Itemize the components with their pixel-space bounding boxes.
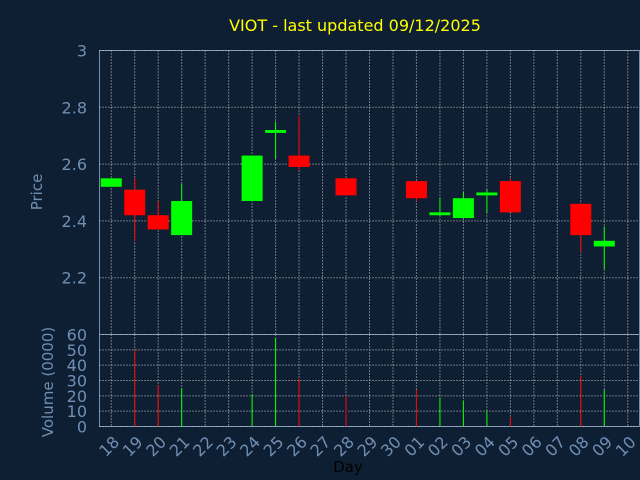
candle-body	[476, 192, 498, 196]
candle-body	[570, 203, 592, 236]
candle-body	[265, 130, 287, 133]
candle-body	[288, 155, 310, 167]
price-y-ticks: 2.2 2.4 2.6 2.8 3	[62, 42, 87, 288]
volume-y-tick-label: 30	[67, 372, 87, 391]
volume-axis-label: Volume (0000)	[39, 327, 57, 437]
candle-body	[171, 201, 193, 236]
volume-y-tick-label: 60	[67, 326, 87, 345]
price-y-tick-label: 2.2	[62, 269, 87, 288]
price-candles	[100, 115, 615, 270]
volume-y-tick-label: 20	[67, 387, 87, 406]
x-axis-label: Day	[333, 458, 363, 476]
candle-body	[147, 215, 169, 230]
chart-title: VIOT - last updated 09/12/2025	[229, 16, 481, 35]
candle-body	[499, 181, 521, 213]
volume-y-tick-label: 0	[77, 418, 87, 437]
price-axis-label: Price	[28, 174, 46, 211]
candle-body	[429, 212, 451, 216]
candle-body	[452, 198, 474, 219]
x-tick-labels: 1819202122232425262728293001020304050607…	[95, 432, 639, 460]
candle-body	[335, 178, 357, 196]
candle-body	[124, 189, 146, 216]
candle-body	[593, 240, 615, 247]
price-y-tick-label: 3	[77, 42, 87, 61]
volume-grid	[99, 334, 640, 427]
volume-y-tick-label: 40	[67, 356, 87, 375]
volume-y-tick-label: 50	[67, 341, 87, 360]
volume-bars	[134, 337, 605, 427]
volume-y-tick-label: 10	[67, 402, 87, 421]
candle-body	[405, 181, 427, 199]
candle-body	[100, 178, 122, 187]
price-y-tick-label: 2.4	[62, 212, 87, 231]
candle-body	[241, 155, 263, 202]
price-y-tick-label: 2.6	[62, 155, 87, 174]
price-grid	[99, 50, 640, 335]
price-y-tick-label: 2.8	[62, 98, 87, 117]
